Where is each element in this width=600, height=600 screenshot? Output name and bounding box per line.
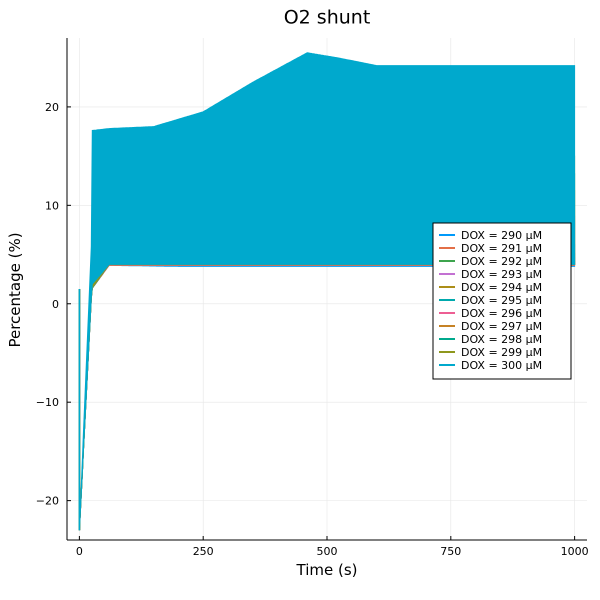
y-tick-label: 20: [45, 101, 59, 114]
legend-box: [432, 222, 572, 380]
x-tick-label: 750: [440, 545, 461, 558]
legend-label: DOX = 294 μM: [461, 281, 542, 294]
legend-label: DOX = 291 μM: [461, 242, 542, 255]
legend-label: DOX = 297 μM: [461, 320, 542, 333]
x-tick-label: 1000: [561, 545, 589, 558]
y-axis-title: Percentage (%): [6, 232, 24, 347]
legend-label: DOX = 292 μM: [461, 255, 542, 268]
legend-label: DOX = 295 μM: [461, 294, 542, 307]
y-ticks: −20 −10 0 10 20: [36, 101, 71, 508]
legend-label: DOX = 300 μM: [461, 359, 542, 372]
y-tick-label: 0: [52, 298, 59, 311]
chart-title: O2 shunt: [284, 7, 371, 29]
legend-label: DOX = 290 μM: [461, 229, 542, 242]
legend-label: DOX = 293 μM: [461, 268, 542, 281]
y-tick-label: −10: [36, 396, 59, 409]
y-tick-label: 10: [45, 199, 59, 212]
x-ticks: 0 250 500 750 1000: [76, 536, 589, 558]
x-tick-label: 0: [76, 545, 83, 558]
y-tick-label: −20: [36, 495, 59, 508]
legend-label: DOX = 299 μM: [461, 346, 542, 359]
x-tick-label: 250: [193, 545, 214, 558]
x-axis-title: Time (s): [296, 561, 358, 579]
legend-label: DOX = 298 μM: [461, 333, 542, 346]
legend-label: DOX = 296 μM: [461, 307, 542, 320]
series-band: [78, 52, 576, 531]
x-tick-label: 500: [317, 545, 338, 558]
